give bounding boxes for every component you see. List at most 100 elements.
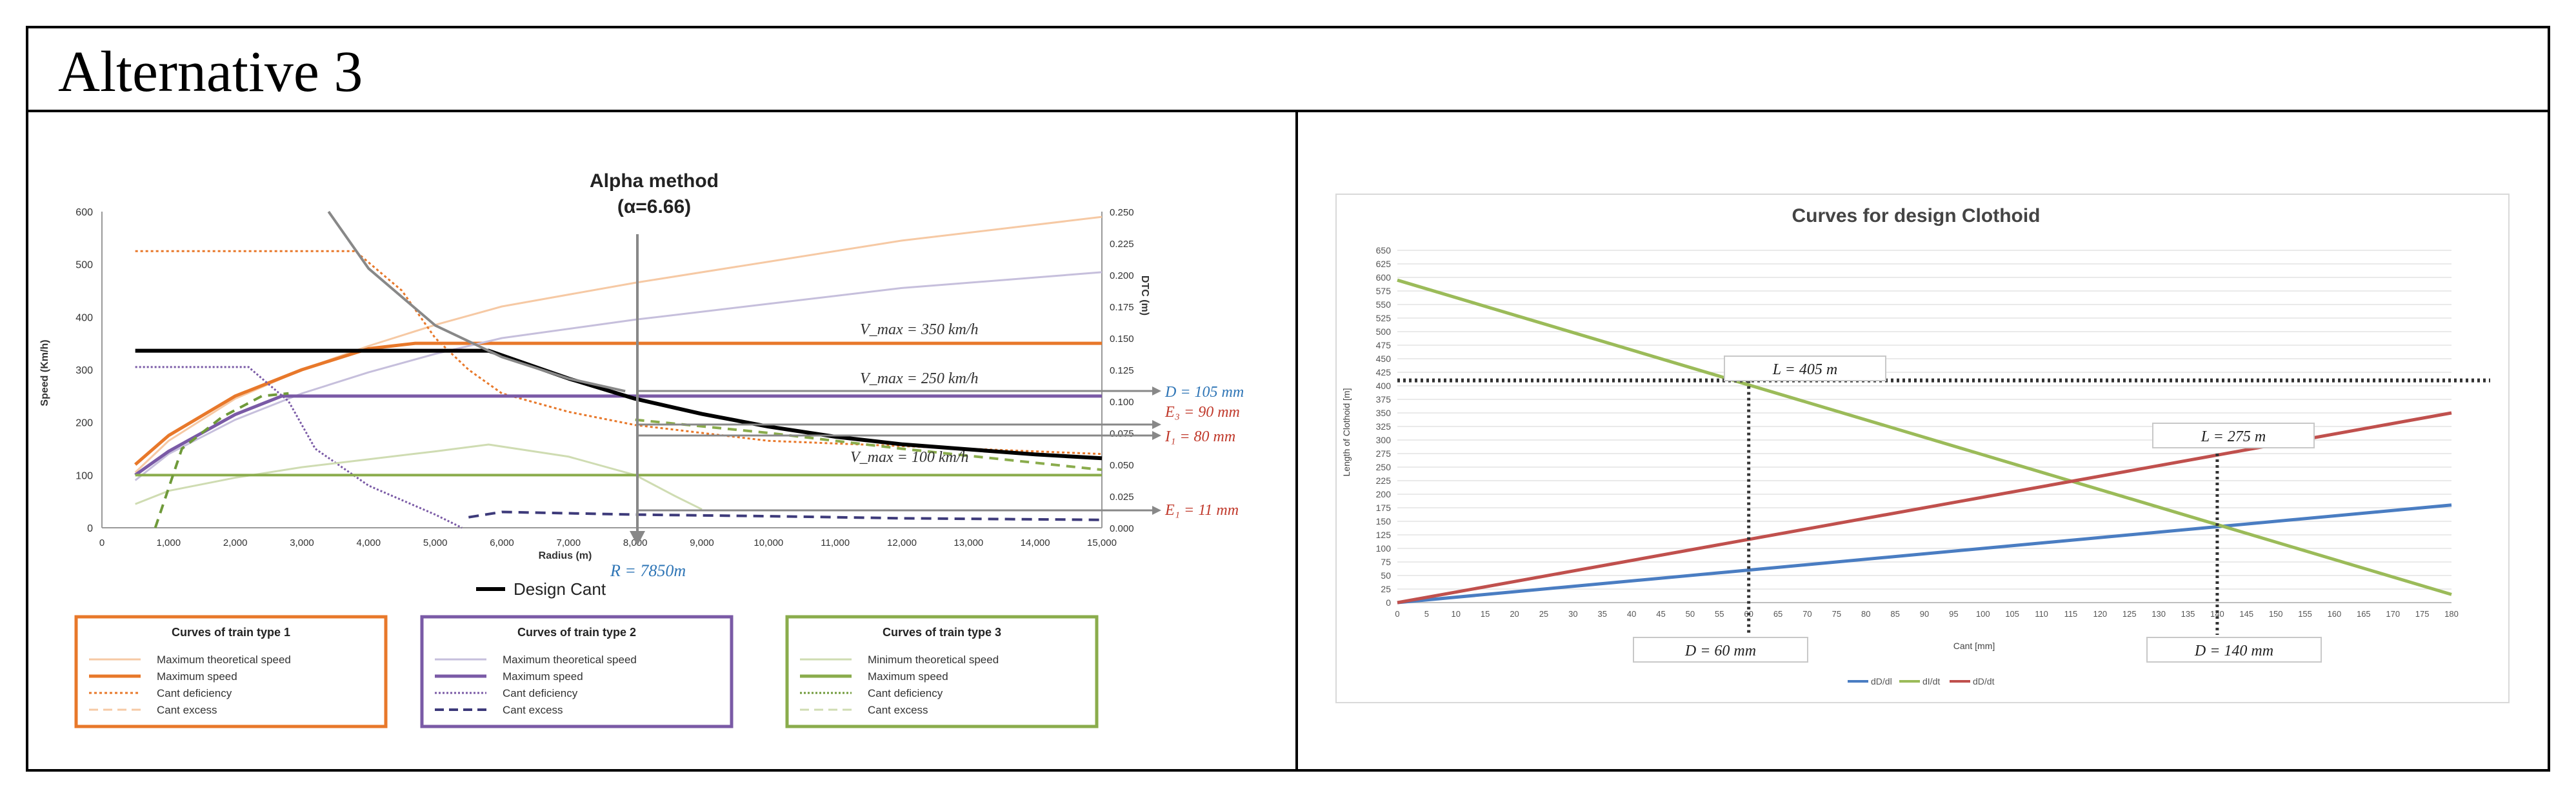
panel-divider [1295,112,1298,772]
right-x-tick-label: 55 [1715,609,1724,619]
right-y-tick-label: 175 [1376,503,1392,513]
left-y-tick-label: 300 [75,365,93,376]
left-chart-title-2: (α=6.66) [617,196,691,217]
right-y-tick-label: 475 [1376,340,1392,350]
left-series-line-11 [135,348,1103,461]
right-y-tick-label: 425 [1376,367,1392,377]
left-x-tick-label: 0 [99,537,105,548]
annotation-box-l275 [2152,423,2315,448]
left-axes: 0 100 200 300 400 500 600 0.000 0.025 0.050 0.075 0… [75,207,1133,548]
left-y2-tick-label: 0.250 [1110,207,1134,218]
right-y-tick-label: 600 [1376,272,1392,283]
right-y-tick-label: 575 [1376,286,1392,296]
right-series-line-1 [1397,278,2452,596]
left-x-tick-label: 7,000 [557,537,581,548]
right-x-tick-label: 120 [2093,609,2107,619]
figure-title: Alternative 3 [58,40,363,104]
left-y2-label: DTC (m) [1139,275,1150,315]
left-y2-tick-label: 0.025 [1110,492,1134,503]
annotation-d60: D = 60 mm [1684,643,1756,659]
right-x-tick-label: 45 [1656,609,1665,619]
design-cant-legend-label: Design Cant [514,579,606,599]
legend-box-train-2: Curves of train type 2 Maximum theoretic… [420,615,734,728]
right-x-tick-label: 115 [2064,609,2078,619]
legend-box-3-item-3: Cant deficiency [868,687,943,699]
right-y-tick-label: 300 [1376,435,1392,445]
left-series-line-7 [135,443,703,510]
legend-box-3-title: Curves of train type 3 [883,626,1001,639]
left-x-tick-label: 12,000 [887,537,917,548]
left-x-tick-label: 11,000 [821,537,850,548]
left-x-tick-label: 9,000 [690,537,714,548]
left-x-tick-label: 8,000 [623,537,648,548]
legend-box-1-item-4: Cant excess [157,704,217,716]
legend-box-2-title: Curves of train type 2 [517,626,636,639]
legend-box-2-item-1: Maximum theoretical speed [503,654,637,666]
annotation-l405: L = 405 m [1772,361,1837,378]
right-y-tick-label: 150 [1376,516,1392,526]
left-x-tick-label: 3,000 [290,537,314,548]
right-y-tick-label: 0 [1386,597,1391,608]
right-x-tick-label: 170 [2386,609,2400,619]
left-chart-title-1: Alpha method [590,170,719,192]
right-y-tick-label: 50 [1381,570,1391,581]
right-y-tick-label: 75 [1381,557,1391,567]
legend-box-3-item-1: Minimum theoretical speed [868,654,999,666]
annotation-i1: I₁ = 80 mm [1164,428,1235,445]
legend-box-train-3: Curves of train type 3 Minimum theoretic… [785,615,1099,728]
annotation-box-d60 [1633,637,1808,663]
left-series-line-5 [135,366,463,529]
left-series-line-3 [134,271,1103,481]
left-x-tick-label: 5,000 [423,537,448,548]
figure-frame: Alternative 3 [26,26,2550,772]
legend-box-1-item-2: Maximum speed [157,670,237,683]
arrowhead-e3 [1152,420,1161,429]
left-series-group [134,210,1103,529]
right-x-tick-label: 105 [2005,609,2019,619]
title-row: Alternative 3 [28,28,2548,112]
right-x-tick-label: 165 [2357,609,2371,619]
right-x-tick-label: 10 [1452,609,1461,619]
right-y-label: Length of Clothoid [m] [1341,388,1352,477]
left-x-label: Radius (m) [539,550,592,561]
left-x-tick-label: 4,000 [357,537,381,548]
left-x-tick-label: 13,000 [954,537,983,548]
right-x-tick-label: 130 [2152,609,2166,619]
right-x-tick-label: 70 [1802,609,1812,619]
right-x-tick-label: 25 [1539,609,1548,619]
right-y-tick-label: 225 [1376,476,1392,486]
left-x-tick-label: 10,000 [754,537,783,548]
right-y-tick-label: 400 [1376,381,1392,391]
legend-box-2-item-2: Maximum speed [503,670,583,683]
left-x-tick-label: 1,000 [157,537,181,548]
left-y-tick-label: 500 [75,260,93,271]
left-y-tick-label: 400 [75,312,93,323]
right-legend-item-2: dI/dt [1922,676,1940,686]
left-y2-tick-label: 0.175 [1110,302,1134,313]
right-x-tick-label: 175 [2415,609,2430,619]
legend-box-3-item-4: Cant excess [868,704,928,716]
right-y-tick-label: 625 [1376,259,1392,269]
left-series-line-10 [635,418,1103,472]
right-y-tick-label: 125 [1376,530,1392,540]
left-y2-tick-label: 0.125 [1110,365,1134,376]
right-x-tick-label: 150 [2269,609,2283,619]
right-x-tick-label: 0 [1395,609,1399,619]
left-x-tick-label: 14,000 [1021,537,1050,548]
right-x-tick-label: 80 [1861,609,1870,619]
right-x-tick-label: 85 [1890,609,1899,619]
left-y2-tick-label: 0.225 [1110,239,1134,250]
right-y-tick-label: 350 [1376,408,1392,418]
right-y-tick-label: 275 [1376,448,1392,459]
right-x-tick-label: 30 [1568,609,1577,619]
annotation-l275: L = 275 m [2201,428,2266,445]
right-y-tick-label: 650 [1376,245,1392,255]
right-series-line-0 [1397,503,2452,605]
left-series-line-1 [134,341,1102,466]
left-y-tick-label: 100 [75,470,93,481]
right-legend: dD/dl dI/dt dD/dt [1848,676,1995,686]
radius-label: R = 7850m [610,561,686,580]
right-chart-area [1335,194,2510,703]
right-y-tick-label: 100 [1376,543,1392,554]
arrowhead-e1 [1152,506,1161,515]
